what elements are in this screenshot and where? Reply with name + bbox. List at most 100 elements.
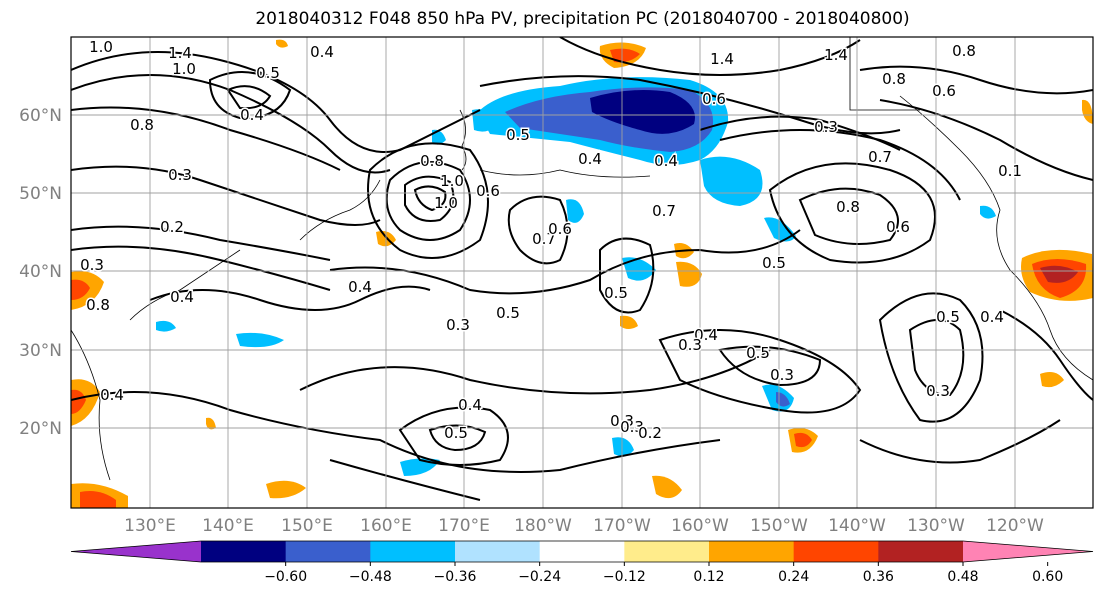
lon-label: 130°E	[124, 516, 176, 536]
contour-label: 0.6	[548, 220, 572, 238]
contour-label: 0.7	[532, 230, 556, 248]
colorbar-swatch	[285, 541, 371, 562]
contour-label: 0.4	[458, 396, 482, 414]
contour-label: 0.4	[348, 278, 372, 296]
precipitation-shading	[71, 39, 1093, 508]
lon-label: 140°W	[828, 516, 886, 536]
contour-label: 0.5	[496, 304, 520, 322]
colorbar-swatch	[624, 541, 710, 562]
colorbar-extension-high	[963, 541, 1093, 562]
figure-title: 2018040312 F048 850 hPa PV, precipitatio…	[255, 9, 910, 29]
colorbar-swatch	[370, 541, 456, 562]
colorbar-tick-label: 0.48	[947, 569, 978, 585]
contour-label: 1.4	[168, 44, 192, 62]
contour-label: 0.2	[160, 218, 184, 236]
lon-label: 140°E	[202, 516, 254, 536]
contour-label: 0.7	[652, 202, 676, 220]
lat-label: 50°N	[19, 184, 62, 204]
contour-label: 0.8	[952, 42, 976, 60]
lat-label: 60°N	[19, 106, 62, 126]
contour-label: 0.4	[170, 288, 194, 306]
contour-label: 0.5	[936, 308, 960, 326]
colorbar-tick-label: −0.48	[349, 569, 392, 585]
contour-label: 0.5	[444, 424, 468, 442]
lat-label: 40°N	[19, 262, 62, 282]
contour-label: 0.8	[420, 152, 444, 170]
contour-label: 0.8	[836, 198, 860, 216]
contour-label: 0.8	[86, 296, 110, 314]
contour-label: 0.6	[476, 182, 500, 200]
colorbar-tick-label: −0.60	[264, 569, 307, 585]
contour-labels: 1.0 1.41.0 0.50.40.40.80.30.20.8 0.40.31.00…	[79, 37, 1024, 444]
contour-label: 0.4	[310, 43, 334, 61]
latitude-labels: 60°N 50°N 40°N 30°N 20°N	[19, 106, 62, 439]
colorbar-tick-label: −0.24	[518, 569, 561, 585]
contour-label: 0.5	[746, 344, 770, 362]
lon-label: 120°W	[986, 516, 1044, 536]
contour-label: 0.7	[868, 148, 892, 166]
contour-label: 1.0	[172, 60, 196, 78]
contour-label: 1.4	[824, 46, 848, 64]
lon-label: 150°W	[750, 516, 808, 536]
colorbar	[70, 540, 1094, 563]
map-frame	[70, 36, 1094, 509]
contour-label: 0.4	[694, 326, 718, 344]
contour-label: 0.3	[446, 316, 470, 334]
graticule	[71, 37, 1093, 508]
contour-label: 1.0	[89, 38, 113, 56]
colorbar-tick-label: −0.36	[434, 569, 477, 585]
contour-label: 0.3	[770, 366, 794, 384]
contour-label: 0.3	[610, 412, 634, 430]
contour-label: 0.6	[702, 90, 726, 108]
contour-label: 0.4	[654, 152, 678, 170]
contour-label: 0.3	[620, 418, 644, 436]
colorbar-swatch	[878, 541, 964, 562]
colorbar-tick-label: 0.60	[1032, 569, 1063, 585]
colorbar-outline	[70, 540, 1094, 563]
contour-label: 0.4	[980, 308, 1004, 326]
lon-label: 150°E	[281, 516, 333, 536]
contour-label: 0.3	[678, 336, 702, 354]
lon-label: 130°W	[907, 516, 965, 536]
longitude-labels: 130°E 140°E 150°E 160°E 170°E 180°W 170°…	[124, 516, 1044, 536]
contour-label: 0.1	[998, 162, 1022, 180]
colorbar-tick-label: −0.12	[603, 569, 646, 585]
contour-label: 0.6	[886, 218, 910, 236]
colorbar-swatch	[455, 541, 541, 562]
contour-label: 1.0	[440, 172, 464, 190]
colorbar-swatch	[793, 541, 879, 562]
contour-label: 0.4	[578, 150, 602, 168]
colorbar-swatch	[709, 541, 795, 562]
colorbar-swatch	[201, 541, 287, 562]
contour-label: 0.5	[604, 284, 628, 302]
contour-label: 0.5	[762, 254, 786, 272]
contour-label: 0.3	[926, 382, 950, 400]
contour-label: 0.3	[80, 256, 104, 274]
lon-label: 160°E	[360, 516, 412, 536]
contour-label: 0.3	[168, 166, 192, 184]
contour-label: 1.4	[710, 50, 734, 68]
lon-label: 160°W	[671, 516, 729, 536]
contour-label: 0.3	[814, 118, 838, 136]
lon-label: 170°W	[593, 516, 651, 536]
contour-label: 1.0	[434, 194, 458, 212]
colorbar-tick-label: 0.36	[863, 569, 894, 585]
contour-label: 0.5	[256, 64, 280, 82]
lat-label: 30°N	[19, 341, 62, 361]
colorbar-extension-low	[71, 541, 201, 562]
lon-label: 180°W	[514, 516, 572, 536]
coastlines	[71, 37, 1093, 481]
contour-label: 0.5	[506, 126, 530, 144]
colorbar-tick-label: 0.12	[693, 569, 724, 585]
lat-label: 20°N	[19, 419, 62, 439]
contour-label: 0.4	[100, 386, 124, 404]
colorbar-tick-label: 0.24	[778, 569, 809, 585]
contour-label: 0.4	[240, 106, 264, 124]
colorbar-swatch	[539, 541, 625, 562]
contour-label: 0.2	[638, 424, 662, 442]
colorbar-ticks: −0.60 −0.48 −0.36 −0.24 −0.12 0.12 0.24 0.36 0.4…	[264, 562, 1063, 585]
contour-label: 0.8	[130, 116, 154, 134]
contour-label: 0.8	[882, 70, 906, 88]
lon-label: 170°E	[438, 516, 490, 536]
